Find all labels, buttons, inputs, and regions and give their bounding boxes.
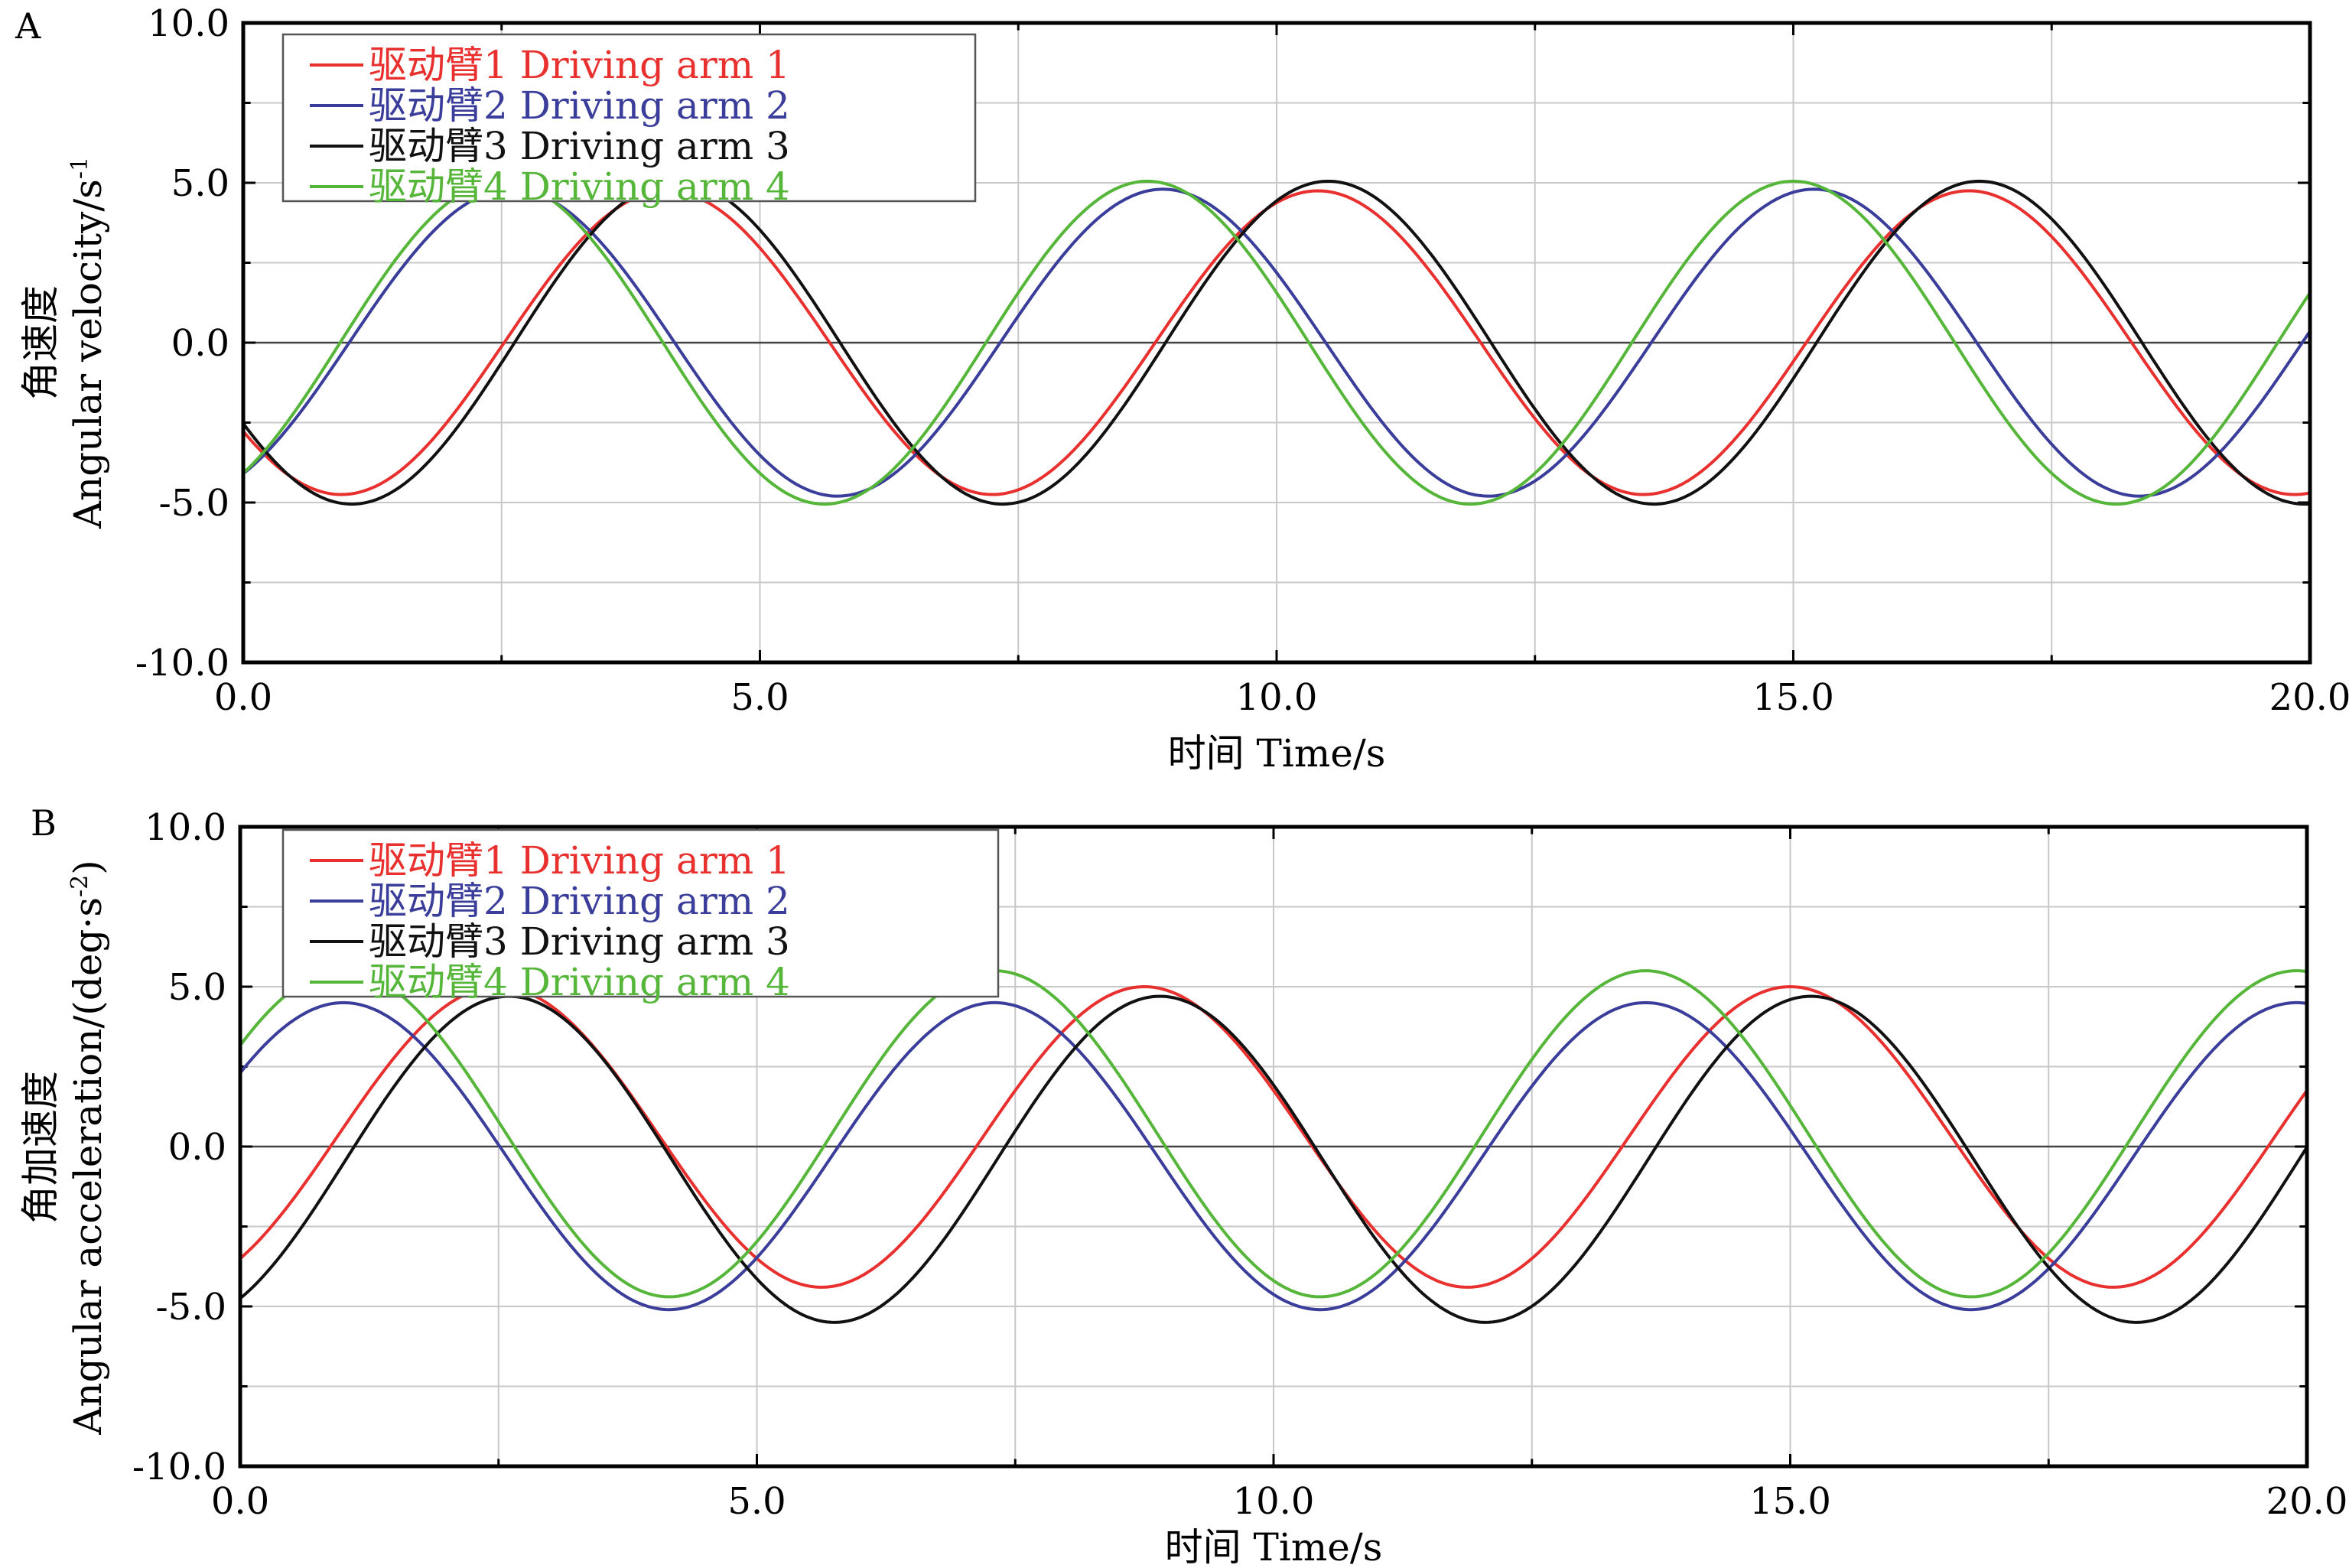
- series-line-4: [243, 179, 2310, 506]
- series-group: [240, 969, 2307, 1324]
- x-axis-label: 时间 Time/s: [1168, 731, 1386, 776]
- y-tick-label: -10.0: [132, 1446, 226, 1488]
- y-tick-label: 5.0: [168, 966, 226, 1009]
- series-group: [243, 179, 2310, 506]
- y-tick-label: 10.0: [145, 806, 226, 849]
- series-line-4: [240, 969, 2307, 1299]
- series-line-2: [240, 1000, 2307, 1312]
- series-line-3: [240, 994, 2307, 1324]
- legend-entry: 驱动臂1 Driving arm 1: [369, 43, 790, 87]
- x-tick-labels: 0.0 5.0 10.0 15.0 20.0: [211, 1480, 2348, 1523]
- x-tick-label: 20.0: [2269, 676, 2349, 719]
- panel-b: B 10.0 5.0 0.0 -5.0 -10.0 0.0 5.0 10.0 15.0 20.0…: [18, 802, 2347, 1568]
- y-axis-label: 角速度 Angular velocity/s-1: [18, 157, 110, 529]
- y-tick-labels: 10.0 5.0 0.0 -5.0 -10.0: [135, 2, 229, 685]
- x-tick-labels: 0.0 5.0 10.0 15.0 20.0: [214, 676, 2349, 719]
- y-axis-label-en: Angular velocity/s-1: [66, 157, 110, 529]
- y-axis-label-en: Angular acceleration/(deg·s-2): [66, 860, 110, 1435]
- x-axis-label: 时间 Time/s: [1165, 1525, 1383, 1568]
- legend-entry: 驱动臂2 Driving arm 2: [369, 879, 790, 923]
- legend-entry: 驱动臂1 Driving arm 1: [369, 838, 790, 883]
- series-line-3: [243, 179, 2310, 506]
- y-axis-label: 角加速度 Angular acceleration/(deg·s-2): [18, 860, 110, 1435]
- legend-entry: 驱动臂4 Driving arm 4: [369, 164, 790, 209]
- x-tick-label: 0.0: [211, 1480, 269, 1523]
- plot-frame: [238, 825, 2309, 1469]
- panel-label: B: [31, 802, 57, 844]
- y-tick-label: 10.0: [148, 2, 229, 45]
- x-tick-label: 20.0: [2266, 1480, 2348, 1523]
- y-tick-label: -5.0: [155, 1286, 226, 1329]
- x-tick-label: 10.0: [1233, 1480, 1315, 1523]
- legend-entry: 驱动臂2 Driving arm 2: [369, 83, 790, 128]
- x-tick-label: 5.0: [730, 676, 789, 719]
- y-axis-label-zh: 角速度: [18, 285, 63, 400]
- y-tick-label: -5.0: [158, 482, 229, 525]
- y-tick-label: -10.0: [135, 642, 229, 685]
- y-axis-label-sup: -2: [67, 875, 93, 897]
- x-tick-label: 10.0: [1236, 676, 1318, 719]
- legend-entry: 驱动臂4 Driving arm 4: [369, 960, 790, 1004]
- x-tick-label: 15.0: [1752, 676, 1834, 719]
- y-axis-label-en-main: Angular acceleration/(deg·s: [66, 897, 110, 1436]
- x-tick-label: 15.0: [1749, 1480, 1831, 1523]
- y-tick-label: 5.0: [171, 162, 229, 205]
- plot-frame: [241, 21, 2312, 665]
- y-axis-label-tail: ): [66, 860, 110, 875]
- y-axis-label-en-main: Angular velocity/s: [66, 179, 110, 529]
- y-axis-label-sup: -1: [67, 157, 93, 179]
- x-tick-label: 5.0: [727, 1480, 786, 1523]
- panel-a: A 10.0 5.0 0.0 -5.0 -10.0 0.0 5.0 10.0 15.0 20.0…: [15, 2, 2349, 776]
- y-tick-label: 0.0: [171, 322, 229, 365]
- y-tick-label: 0.0: [168, 1126, 226, 1169]
- legend-entry: 驱动臂3 Driving arm 3: [369, 919, 790, 964]
- legend-box: [281, 33, 977, 203]
- y-axis-label-zh: 角加速度: [18, 1071, 63, 1224]
- legend-entry: 驱动臂3 Driving arm 3: [369, 124, 790, 168]
- panel-label: A: [15, 5, 41, 47]
- y-tick-labels: 10.0 5.0 0.0 -5.0 -10.0: [132, 806, 226, 1488]
- legend-box: [281, 828, 1000, 998]
- x-tick-label: 0.0: [214, 676, 272, 719]
- series-line-2: [243, 187, 2310, 498]
